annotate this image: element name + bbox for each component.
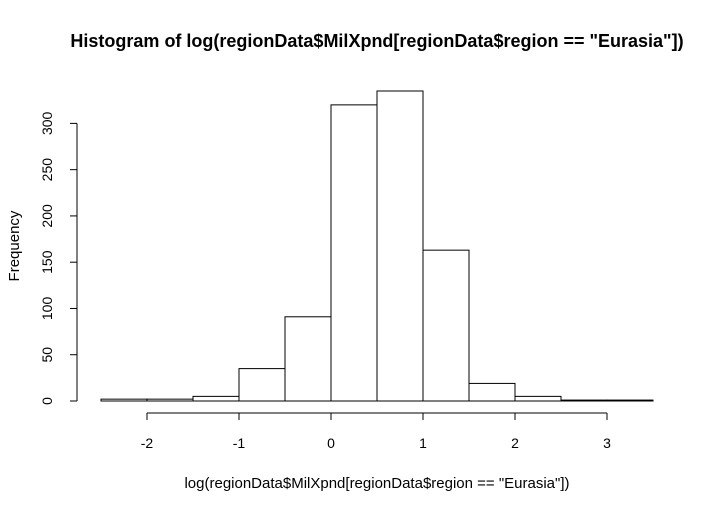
histogram-bar (238, 368, 286, 402)
histogram-bar (560, 399, 608, 402)
x-tick-label: 0 (327, 435, 335, 451)
x-tick-label: 3 (603, 435, 611, 451)
x-axis-label: log(regionData$MilXpnd[regionData$region… (184, 475, 569, 492)
histogram-bar (192, 395, 240, 402)
x-tick-label: -2 (141, 435, 154, 451)
y-tick-label: 50 (39, 347, 55, 363)
y-tick-label: 0 (39, 397, 55, 405)
histogram-bar (146, 398, 194, 402)
y-axis: 0 50 100 150 200 250 300 (39, 111, 78, 405)
x-tick-label: 1 (419, 435, 427, 451)
x-tick-label: -1 (233, 435, 246, 451)
histogram-bar (330, 104, 378, 402)
histogram-bar (100, 398, 148, 402)
histogram-bar (422, 249, 470, 402)
y-axis-label: Frequency (6, 210, 23, 281)
y-tick-label: 200 (39, 204, 55, 228)
x-axis: -2 -1 0 1 2 3 (141, 412, 611, 451)
histogram-bar (606, 399, 654, 402)
histogram-bar (284, 316, 332, 402)
histogram-bar (376, 90, 424, 402)
y-tick-label: 300 (39, 111, 55, 135)
histogram-bar (468, 382, 516, 402)
bars-group (100, 90, 654, 402)
x-tick-label: 2 (511, 435, 519, 451)
y-tick-label: 100 (39, 297, 55, 321)
y-tick-label: 250 (39, 158, 55, 182)
histogram-bar (514, 395, 562, 402)
chart-title: Histogram of log(regionData$MilXpnd[regi… (70, 31, 683, 51)
y-tick-label: 150 (39, 250, 55, 274)
